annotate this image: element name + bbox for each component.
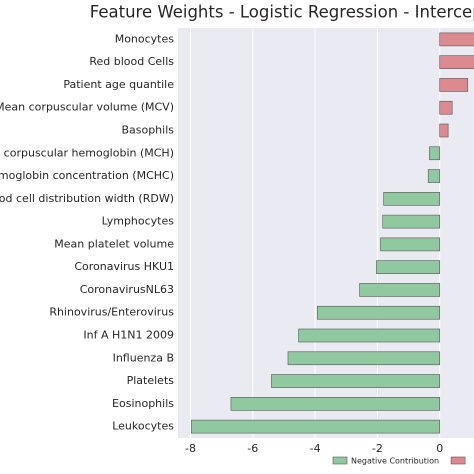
y-tick-label: Platelets [127,374,175,387]
bar [439,78,469,92]
bar [191,419,441,434]
y-tick-label: Patient age quantile [63,78,174,91]
x-tick-label: 0 [436,442,443,455]
y-tick-label: Mean corpuscular volume (MCV) [0,101,174,114]
x-tick-label: -6 [247,442,258,455]
bar [382,214,441,229]
bar [427,169,441,183]
x-tick-label: -2 [372,442,383,455]
y-tick-label: Red blood Cells [89,55,174,68]
bar [298,328,441,343]
y-tick-label: Monocytes [115,32,175,45]
bar [383,192,441,206]
bar [287,351,441,366]
y-tick-label: Lymphocytes [102,215,175,228]
y-tick-label: CoronavirusNL63 [80,283,174,296]
x-tick-label: -8 [185,442,196,455]
y-tick-label: Rhinovirus/Enterovirus [49,306,174,319]
y-tick-label: Influenza B [113,351,174,364]
bar [380,237,441,252]
y-tick-label: Red blood cell distribution width (RDW) [0,192,174,205]
bar [439,123,449,138]
bar [271,374,441,388]
y-tick-label: Inf A H1N1 2009 [83,329,174,342]
chart-title: Feature Weights - Logistic Regression - … [90,3,474,22]
bar [429,146,441,161]
bar [316,305,441,320]
y-tick-label: Basophils [121,124,174,137]
y-tick-label: Mean corpuscular hemoglobin concentratio… [0,169,174,182]
bar [439,32,474,47]
bar [439,55,474,69]
y-tick-label: Mean corpuscular hemoglobin (MCH) [0,146,174,159]
y-tick-label: Mean platelet volume [54,237,174,250]
legend-label: Negative Contribution [351,457,439,466]
legend-swatch [332,456,348,465]
bar [376,260,441,274]
legend-swatch [450,456,466,465]
bar [439,100,453,115]
bar [230,397,441,411]
plot-area [178,28,474,438]
y-tick-label: Eosinophils [112,397,174,410]
y-tick-label: Coronavirus HKU1 [74,260,174,273]
x-tick-label: -4 [310,442,321,455]
bar [359,283,441,297]
y-tick-label: Leukocytes [112,420,174,433]
